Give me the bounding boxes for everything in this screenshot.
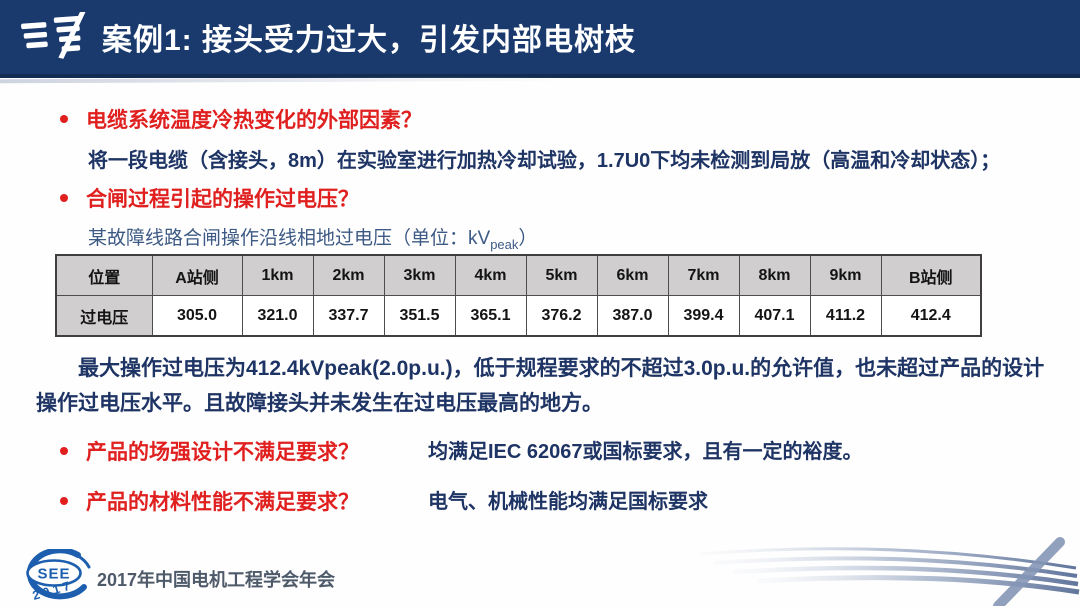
table-cell: 351.5 — [383, 295, 456, 337]
table-data-row: 过电压 305.0 321.0 337.7 351.5 365.1 376.2 … — [55, 295, 982, 337]
bullet-answer: 电气、机械性能均满足国标要求 — [428, 491, 708, 513]
table-caption-text: 某故障线路合闸操作沿线相地过电压（单位：kV — [88, 228, 491, 249]
bullet-label: 合闸过程引起的操作过电压？ — [86, 188, 359, 211]
table-cell: 411.2 — [809, 295, 882, 337]
table-header-cell: 4km — [454, 254, 527, 296]
header-banner: 案例1: 接头受力过大，引发内部电树枝 — [0, 0, 1080, 78]
bullet-switching-overvoltage: 合闸过程引起的操作过电压？ — [60, 183, 359, 213]
analysis-paragraph-line1: 最大操作过电压为412.4kVpeak(2.0p.u.)，低于规程要求的不超过3… — [78, 357, 1045, 380]
table-cell: 365.1 — [454, 295, 527, 337]
bullet-label: 产品的材料性能不满足要求？ — [86, 491, 359, 514]
table-caption-suffix: ） — [518, 228, 538, 249]
slide-title: 案例1: 接头受力过大，引发内部电树枝 — [102, 24, 637, 57]
bullet-label: 产品的场强设计不满足要求？ — [86, 441, 359, 464]
table-header-cell: 6km — [596, 254, 669, 296]
bullet-answer: 均满足IEC 62067或国标要求，且有一定的裕度。 — [428, 441, 863, 463]
table-caption: 某故障线路合闸操作沿线相地过电压（单位：kVpeak） — [88, 223, 537, 252]
table-cell: 407.1 — [738, 295, 811, 337]
bullet-label: 电缆系统温度冷热变化的外部因素？ — [86, 109, 422, 132]
table-cell: 387.0 — [596, 295, 669, 337]
bullet-dot-icon — [60, 447, 68, 455]
analysis-paragraph-line2: 操作过电压水平。且故障接头并未发生在过电压最高的地方。 — [36, 392, 603, 415]
bullet-external-factor-detail: 将一段电缆（含接头，8m）在实验室进行加热冷却试验，1.7U0下均未检测到局放（… — [88, 150, 1001, 172]
csee-logo-acronym: SEE — [37, 566, 70, 583]
table-header-cell: 7km — [667, 254, 740, 296]
table-cell: 321.0 — [241, 295, 314, 337]
bullet-dot-icon — [60, 115, 68, 123]
footer-conference-title: 2017年中国电机工程学会年会 — [97, 570, 336, 590]
bullet-field-strength-design: 产品的场强设计不满足要求？ 均满足IEC 62067或国标要求，且有一定的裕度。 — [60, 436, 863, 466]
table-header-row: 位置 A站侧 1km 2km 3km 4km 5km 6km 7km 8km 9… — [55, 254, 982, 296]
table-header-cell: 9km — [809, 254, 882, 296]
bullet-material-performance: 产品的材料性能不满足要求？ 电气、机械性能均满足国标要求 — [60, 486, 708, 516]
table-caption-subscript: peak — [490, 236, 519, 252]
table-header-cell: 5km — [525, 254, 598, 296]
table-cell: 337.7 — [312, 295, 385, 337]
table-header-cell: 位置 — [55, 254, 153, 296]
overvoltage-table: 位置 A站侧 1km 2km 3km 4km 5km 6km 7km 8km 9… — [55, 254, 982, 337]
table-cell: 376.2 — [525, 295, 598, 337]
table-cell: 412.4 — [880, 295, 982, 337]
table-header-cell: 2km — [312, 254, 385, 296]
table-header-cell: 8km — [738, 254, 811, 296]
table-header-cell: 1km — [241, 254, 314, 296]
bullet-external-factor: 电缆系统温度冷热变化的外部因素？ — [60, 104, 422, 134]
table-header-cell: 3km — [383, 254, 456, 296]
swoosh-decoration — [700, 537, 1080, 606]
table-cell: 305.0 — [151, 295, 243, 337]
power-grid-logo-icon — [21, 12, 86, 59]
csee-logo: SEE 2017 — [26, 549, 91, 603]
table-row-label: 过电压 — [55, 295, 153, 337]
bullet-dot-icon — [60, 194, 68, 202]
overvoltage-table-container: 位置 A站侧 1km 2km 3km 4km 5km 6km 7km 8km 9… — [55, 254, 982, 337]
bullet-dot-icon — [60, 497, 68, 505]
table-header-cell: B站侧 — [880, 254, 982, 296]
table-header-cell: A站侧 — [151, 254, 243, 296]
table-cell: 399.4 — [667, 295, 740, 337]
